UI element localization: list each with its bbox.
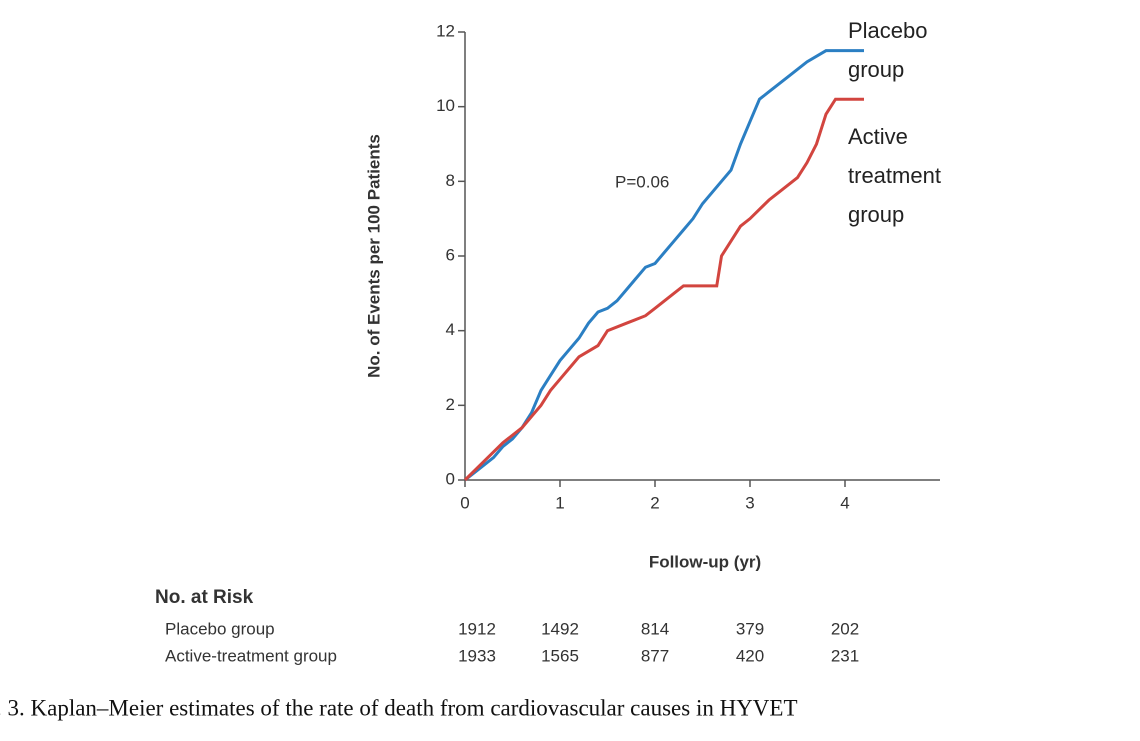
x-tick-label: 3 — [745, 493, 754, 512]
risk-value: 420 — [736, 646, 764, 665]
risk-row-label: Active-treatment group — [165, 646, 337, 665]
y-axis-label: No. of Events per 100 Patients — [364, 134, 383, 378]
risk-value: 877 — [641, 646, 669, 665]
risk-value: 814 — [641, 619, 669, 638]
x-axis-label: Follow-up (yr) — [649, 552, 761, 571]
risk-title: No. at Risk — [155, 587, 254, 608]
x-tick-label: 4 — [840, 493, 849, 512]
series-label: Placebo group — [848, 18, 928, 82]
series-line — [464, 49, 864, 482]
series-line — [463, 97, 864, 482]
x-tick-label: 2 — [650, 493, 659, 512]
x-tick-label: 1 — [555, 493, 564, 512]
y-tick-label: 0 — [446, 469, 455, 488]
risk-value: 1565 — [541, 646, 579, 665]
risk-value: 231 — [831, 646, 859, 665]
risk-row-label: Placebo group — [165, 619, 275, 638]
risk-value: 1912 — [458, 619, 496, 638]
x-tick-label: 0 — [460, 493, 469, 512]
risk-value: 1492 — [541, 619, 579, 638]
annotation: P=0.06 — [615, 172, 669, 191]
risk-value: 202 — [831, 619, 859, 638]
y-tick-label: 8 — [446, 171, 455, 190]
risk-value: 1933 — [458, 646, 496, 665]
series-label: Active treatment group — [848, 124, 941, 227]
y-tick-label: 4 — [446, 320, 455, 339]
y-tick-label: 2 — [446, 395, 455, 414]
risk-value: 379 — [736, 619, 764, 638]
y-tick-label: 12 — [436, 21, 455, 40]
caption: . 3. Kaplan–Meier estimates of the rate … — [0, 695, 798, 720]
y-tick-label: 10 — [436, 96, 455, 115]
y-tick-label: 6 — [446, 245, 455, 264]
